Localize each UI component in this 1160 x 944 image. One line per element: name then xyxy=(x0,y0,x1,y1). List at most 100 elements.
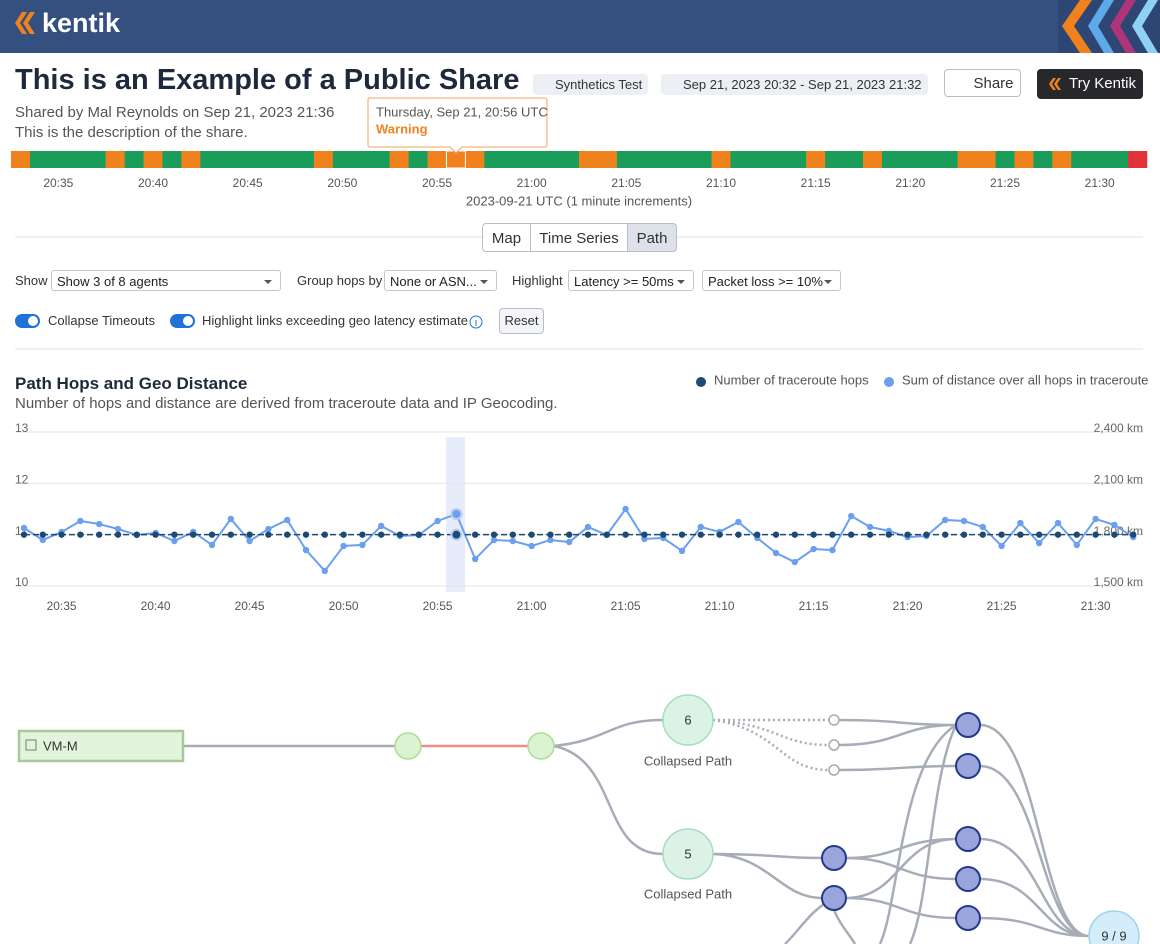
series-point xyxy=(904,531,911,538)
latency-select[interactable]: Latency >= 50ms xyxy=(568,270,694,291)
try-button[interactable]: Try Kentik xyxy=(1037,69,1143,99)
hop-node[interactable] xyxy=(955,905,981,931)
status-segment xyxy=(1052,151,1072,168)
status-segment xyxy=(143,151,163,168)
status-segment xyxy=(635,151,656,168)
path-link xyxy=(712,852,823,900)
series-point xyxy=(114,531,122,538)
timeline-tick-label: 21:25 xyxy=(990,176,1020,190)
status-segment xyxy=(86,151,106,168)
series-point xyxy=(848,512,855,520)
series-point xyxy=(509,531,516,538)
status-segment xyxy=(900,151,921,168)
timeline-axis-label: 2023-09-21 UTC (1 minute increments) xyxy=(466,193,692,208)
series-point xyxy=(396,531,404,538)
series-point xyxy=(678,547,686,555)
timeout-node[interactable] xyxy=(828,714,840,726)
series-point xyxy=(378,522,385,530)
hop-node[interactable] xyxy=(527,732,555,760)
y-tick-label: 10 xyxy=(15,575,29,589)
x-tick-label: 20:40 xyxy=(141,599,171,613)
series-point xyxy=(359,541,366,549)
series-point xyxy=(208,531,216,538)
hop-node[interactable] xyxy=(955,866,981,892)
agent-select[interactable]: Show 3 of 8 agents xyxy=(51,270,281,291)
x-tick-label: 20:55 xyxy=(423,599,453,613)
series-point xyxy=(434,517,441,525)
show-label: Show xyxy=(15,273,48,288)
hop-node[interactable] xyxy=(955,826,981,852)
status-segment xyxy=(938,151,958,168)
status-segment xyxy=(408,151,428,168)
series-point xyxy=(660,531,667,538)
series-point xyxy=(77,517,84,525)
series-point xyxy=(265,531,272,538)
target-node[interactable] xyxy=(1088,910,1140,944)
geo-toggle[interactable] xyxy=(170,314,195,328)
series-point xyxy=(603,531,610,538)
series-point xyxy=(1111,521,1118,529)
collapsed-node[interactable] xyxy=(662,694,714,746)
hop-node[interactable] xyxy=(394,732,422,760)
status-segment xyxy=(370,151,390,168)
status-segment xyxy=(787,151,807,168)
collapse-toggle[interactable] xyxy=(15,314,40,328)
series-point xyxy=(622,505,629,513)
status-segment xyxy=(692,151,712,168)
series-point xyxy=(77,531,84,538)
series-point xyxy=(960,531,968,538)
hop-node[interactable] xyxy=(821,845,847,871)
status-segment xyxy=(1128,151,1148,168)
series-point xyxy=(302,546,310,554)
hop-node[interactable] xyxy=(955,753,981,779)
series-point xyxy=(942,516,949,524)
status-segment xyxy=(351,151,372,168)
x-tick-label: 21:25 xyxy=(987,599,1017,613)
status-segment xyxy=(919,151,940,168)
status-segment xyxy=(257,151,277,168)
source-node[interactable] xyxy=(17,729,185,763)
series-point xyxy=(133,531,140,538)
series-point xyxy=(1017,519,1024,527)
tab[interactable]: Time Series xyxy=(530,223,628,252)
series-point xyxy=(490,531,498,538)
status-segment xyxy=(105,151,125,168)
series-point xyxy=(866,531,874,538)
status-segment xyxy=(29,151,50,168)
tab-active[interactable]: Path xyxy=(627,223,677,252)
series-point xyxy=(998,542,1005,550)
series-point xyxy=(378,531,385,538)
timeline-tick-label: 20:35 xyxy=(43,176,73,190)
series-point xyxy=(472,555,479,563)
series-point xyxy=(321,567,328,575)
brand[interactable]: kentik xyxy=(42,8,121,38)
loss-select[interactable]: Packet loss >= 10% xyxy=(702,270,841,291)
series-point xyxy=(641,531,648,538)
series-point xyxy=(1092,515,1099,523)
timeout-node[interactable] xyxy=(828,764,840,776)
tab[interactable]: Map xyxy=(482,223,531,252)
collapsed-node[interactable] xyxy=(662,828,714,880)
status-segment xyxy=(67,151,88,168)
x-tick-label: 21:20 xyxy=(893,599,923,613)
status-segment xyxy=(484,151,504,168)
share-button[interactable]: Share xyxy=(944,69,1021,97)
series-point xyxy=(114,525,122,533)
group-select[interactable]: None or ASN... xyxy=(384,270,497,291)
status-segment xyxy=(1090,151,1110,168)
series-point xyxy=(772,549,780,557)
info-icon[interactable] xyxy=(469,315,483,329)
hop-node[interactable] xyxy=(821,885,847,911)
collapsed-label: Collapsed Path xyxy=(644,886,732,901)
status-segment xyxy=(995,151,1015,168)
series-point xyxy=(39,536,46,544)
status-segment xyxy=(446,151,466,168)
series-point xyxy=(848,531,855,538)
hop-node[interactable] xyxy=(955,712,981,738)
timeout-node[interactable] xyxy=(828,739,840,751)
reset-button[interactable]: Reset xyxy=(499,308,544,334)
status-segment xyxy=(465,151,485,168)
collapse-label: Collapse Timeouts xyxy=(48,313,155,328)
series-point xyxy=(810,545,817,553)
